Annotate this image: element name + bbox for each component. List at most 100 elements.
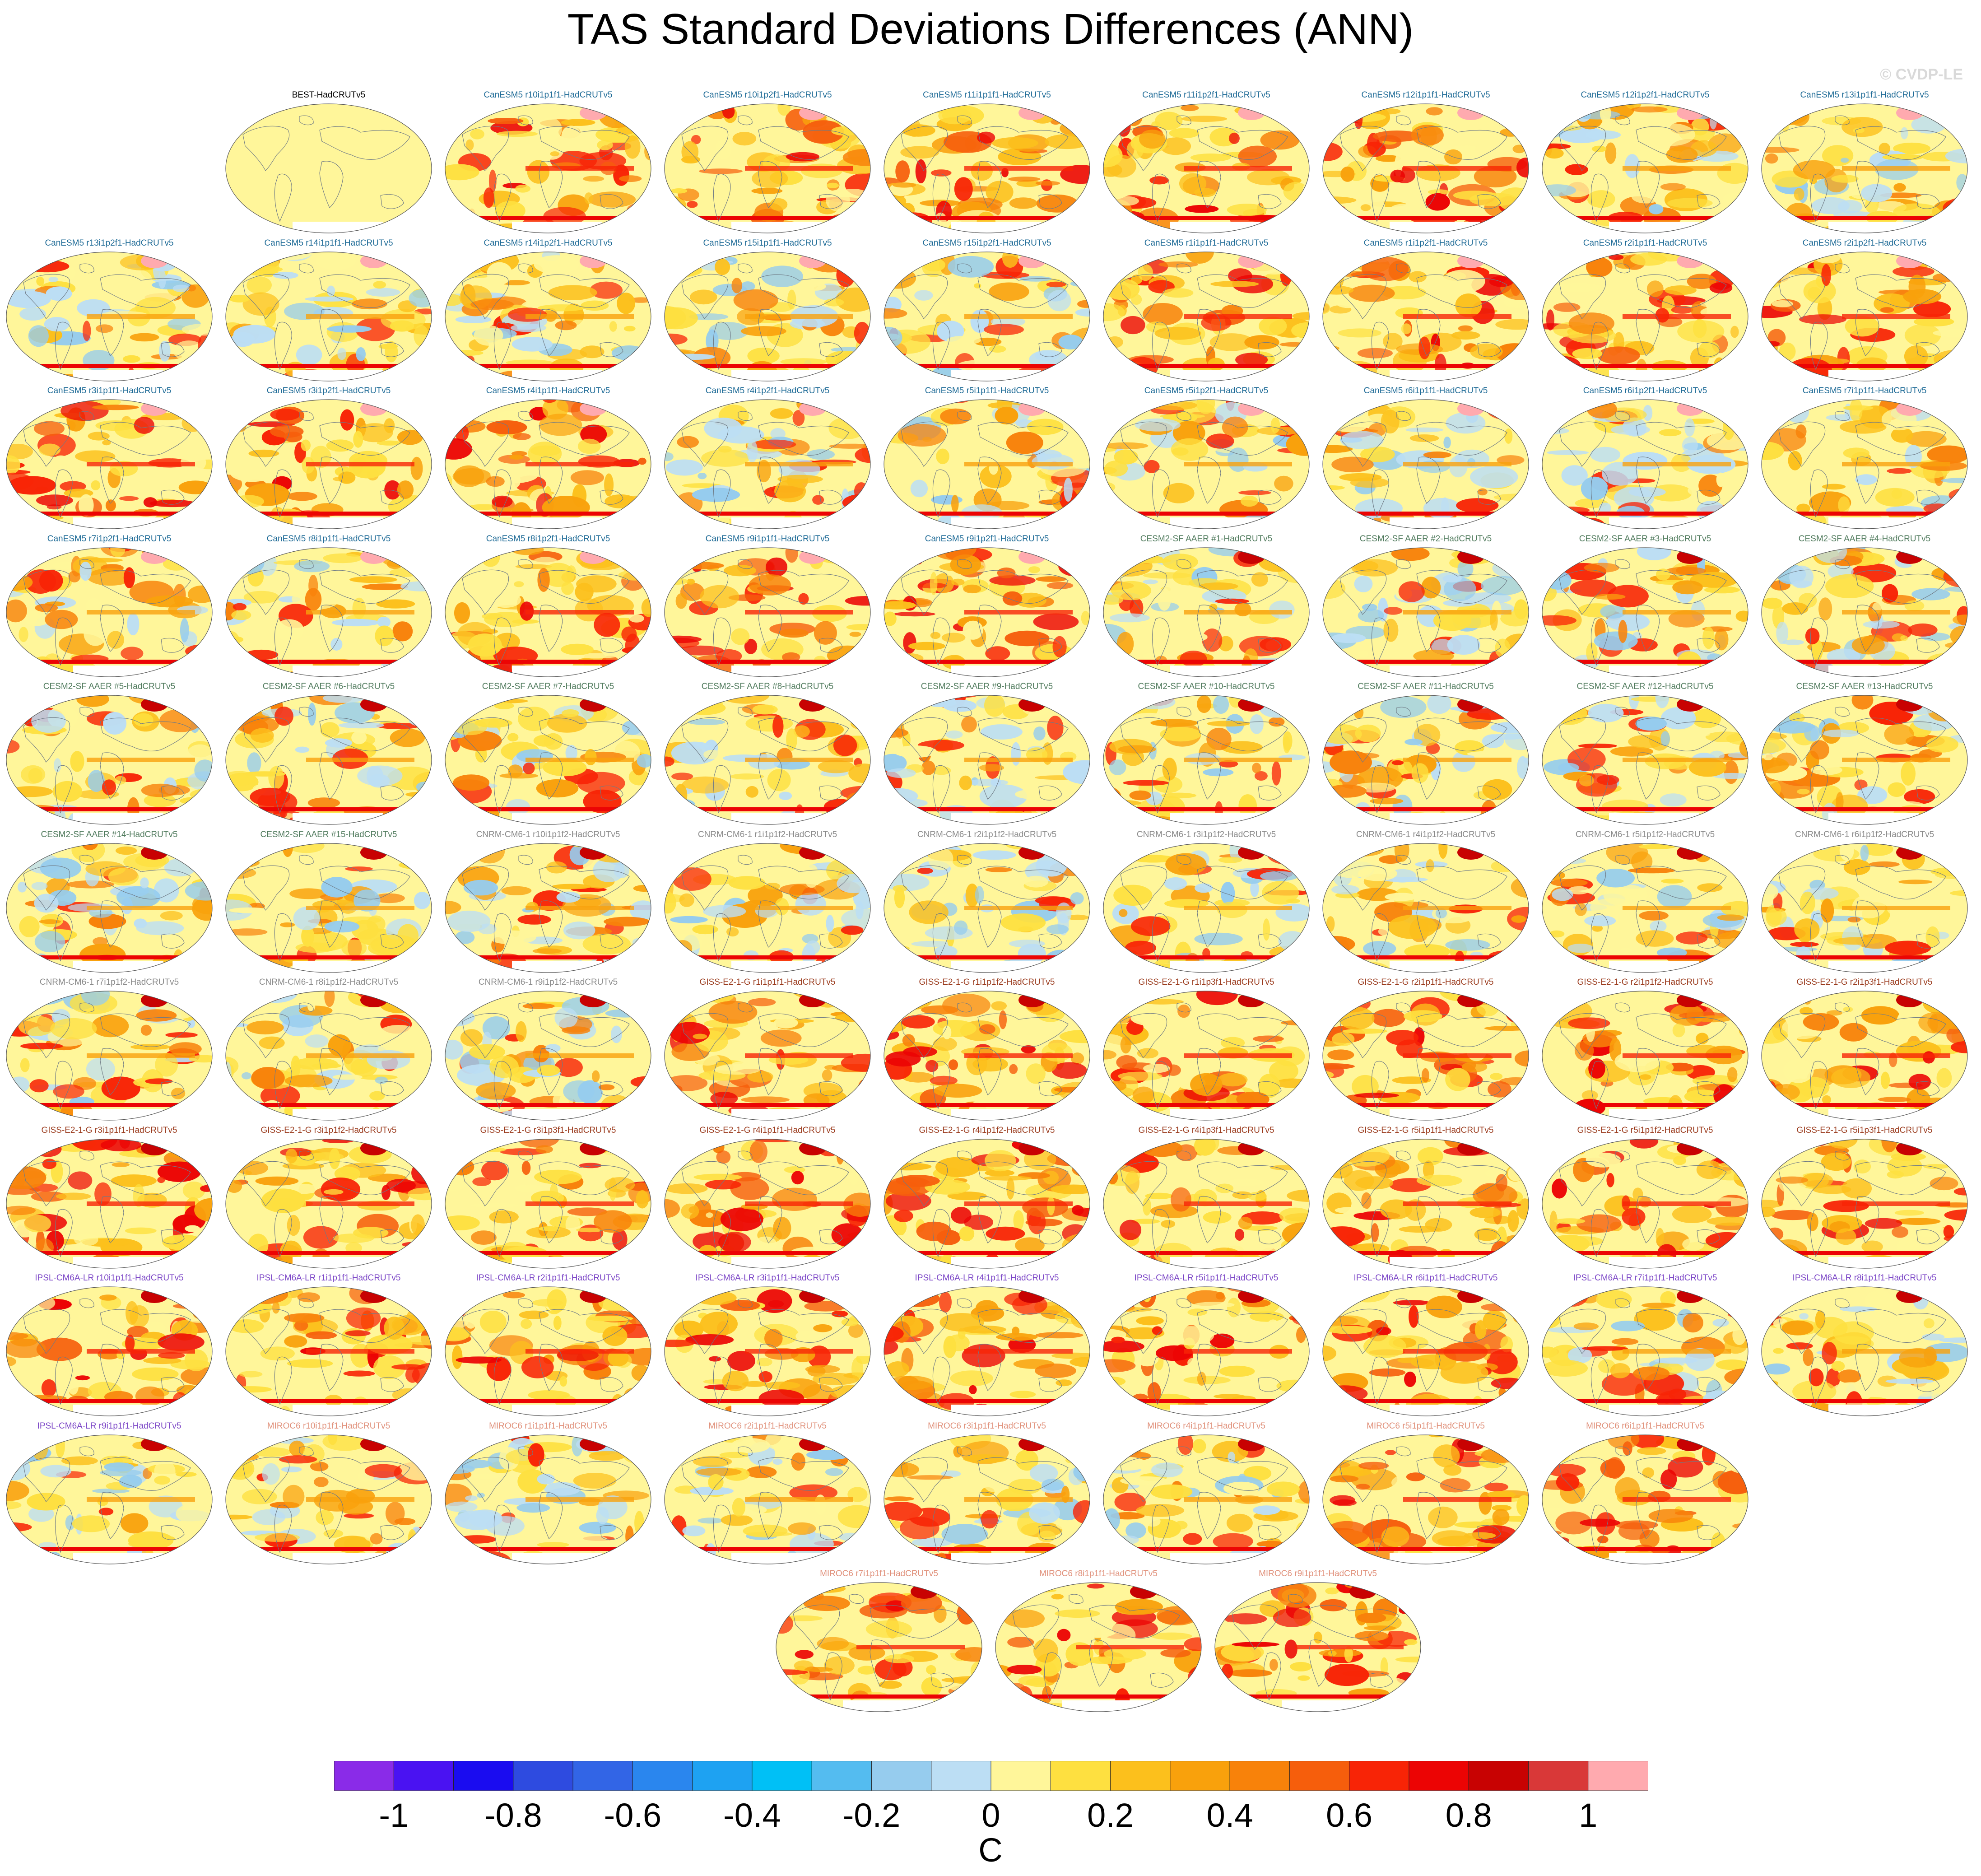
map-panel: IPSL-CM6A-LR r4i1p1f1-HadCRUTv5 — [879, 1273, 1095, 1422]
map-field — [664, 251, 871, 382]
panel-title: CESM2-SF AAER #3-HadCRUTv5 — [1579, 534, 1711, 544]
panel-title: MIROC6 r9i1p1f1-HadCRUTv5 — [1259, 1569, 1377, 1578]
map-field — [776, 1582, 982, 1712]
map-panel: CanESM5 r6i1p2f1-HadCRUTv5 — [1537, 386, 1753, 535]
map-panel: CanESM5 r9i1p1f1-HadCRUTv5 — [659, 534, 876, 683]
map-field — [225, 251, 432, 382]
panel-title: IPSL-CM6A-LR r6i1p1f1-HadCRUTv5 — [1353, 1273, 1498, 1283]
map-field — [1542, 103, 1748, 233]
colorbar-swatch — [334, 1761, 395, 1791]
map-field — [1761, 1138, 1968, 1269]
panel-title: CESM2-SF AAER #11-HadCRUTv5 — [1358, 682, 1494, 691]
map-panel: CanESM5 r13i1p1f1-HadCRUTv5 — [1756, 90, 1973, 239]
panel-title: GISS-E2-1-G r1i1p3f1-HadCRUTv5 — [1138, 978, 1274, 987]
panel-title: CanESM5 r3i1p1f1-HadCRUTv5 — [47, 386, 172, 396]
panel-title: IPSL-CM6A-LR r8i1p1f1-HadCRUTv5 — [1792, 1273, 1937, 1283]
panel-title: CanESM5 r5i1p2f1-HadCRUTv5 — [1144, 386, 1269, 396]
panel-title: IPSL-CM6A-LR r2i1p1f1-HadCRUTv5 — [476, 1273, 620, 1283]
map-panel: CanESM5 r3i1p2f1-HadCRUTv5 — [220, 386, 437, 535]
map-field — [1542, 1434, 1748, 1564]
map-panel: MIROC6 r5i1p1f1-HadCRUTv5 — [1317, 1421, 1534, 1570]
map-field — [1322, 991, 1529, 1121]
panel-title: CanESM5 r12i1p1f1-HadCRUTv5 — [1361, 90, 1490, 100]
panel-title: GISS-E2-1-G r3i1p1f1-HadCRUTv5 — [41, 1125, 177, 1135]
map-panel: CESM2-SF AAER #1-HadCRUTv5 — [1098, 534, 1315, 683]
map-field — [884, 103, 1090, 233]
map-field — [1322, 1286, 1529, 1416]
map-panel: CESM2-SF AAER #15-HadCRUTv5 — [220, 830, 437, 979]
map-panel: CanESM5 r8i1p2f1-HadCRUTv5 — [440, 534, 656, 683]
panel-title: MIROC6 r7i1p1f1-HadCRUTv5 — [820, 1569, 938, 1578]
map-panel: MIROC6 r9i1p1f1-HadCRUTv5 — [1209, 1569, 1426, 1718]
map-panel: CanESM5 r6i1p1f1-HadCRUTv5 — [1317, 386, 1534, 535]
map-panel: CNRM-CM6-1 r7i1p1f2-HadCRUTv5 — [1, 978, 218, 1127]
map-field — [445, 251, 651, 382]
colorbar-swatch — [752, 1761, 813, 1791]
map-panel: GISS-E2-1-G r4i1p1f1-HadCRUTv5 — [659, 1126, 876, 1275]
map-field — [1542, 399, 1748, 529]
colorbar-swatch — [1289, 1761, 1350, 1791]
map-field — [664, 1138, 871, 1269]
panel-title: CESM2-SF AAER #15-HadCRUTv5 — [260, 829, 397, 839]
map-panel: CNRM-CM6-1 r6i1p1f2-HadCRUTv5 — [1756, 830, 1973, 979]
colorbar-swatch — [931, 1761, 991, 1791]
map-field — [6, 1138, 213, 1269]
map-panel: GISS-E2-1-G r4i1p1f2-HadCRUTv5 — [879, 1126, 1095, 1275]
colorbar-swatch — [692, 1761, 753, 1791]
map-panel: GISS-E2-1-G r5i1p1f1-HadCRUTv5 — [1317, 1126, 1534, 1275]
panel-title: CNRM-CM6-1 r1i1p1f2-HadCRUTv5 — [698, 829, 837, 839]
map-field — [445, 1138, 651, 1269]
map-field — [1542, 1138, 1748, 1269]
panel-title: BEST-HadCRUTv5 — [292, 90, 366, 100]
map-field — [664, 1286, 871, 1416]
colorbar-swatch — [513, 1761, 574, 1791]
map-panel: GISS-E2-1-G r3i1p1f2-HadCRUTv5 — [220, 1126, 437, 1275]
panel-title: MIROC6 r6i1p1f1-HadCRUTv5 — [1586, 1421, 1704, 1431]
map-field — [1542, 547, 1748, 677]
map-panel: CESM2-SF AAER #12-HadCRUTv5 — [1537, 682, 1753, 831]
map-panel: CanESM5 r12i1p1f1-HadCRUTv5 — [1317, 90, 1534, 239]
colorbar-tick-label: 0.4 — [1206, 1797, 1253, 1834]
map-field — [6, 399, 213, 529]
panel-title: IPSL-CM6A-LR r1i1p1f1-HadCRUTv5 — [256, 1273, 401, 1283]
map-panel: GISS-E2-1-G r3i1p1f1-HadCRUTv5 — [1, 1126, 218, 1275]
map-panel: CNRM-CM6-1 r9i1p1f2-HadCRUTv5 — [440, 978, 656, 1127]
colorbar-swatch — [1110, 1761, 1171, 1791]
colorbar-swatch — [990, 1761, 1051, 1791]
panel-title: MIROC6 r3i1p1f1-HadCRUTv5 — [928, 1421, 1046, 1431]
map-field — [225, 843, 432, 973]
map-field — [1103, 1434, 1310, 1564]
map-panel: MIROC6 r8i1p1f1-HadCRUTv5 — [990, 1569, 1207, 1718]
colorbar-tick-label: 0.8 — [1445, 1797, 1492, 1834]
map-field — [1542, 991, 1748, 1121]
map-field — [1214, 1582, 1421, 1712]
panel-title: CanESM5 r13i1p1f1-HadCRUTv5 — [1800, 90, 1929, 100]
panel-title: GISS-E2-1-G r1i1p1f1-HadCRUTv5 — [699, 978, 836, 987]
map-field — [1322, 547, 1529, 677]
colorbar-swatch — [572, 1761, 633, 1791]
map-field — [664, 991, 871, 1121]
map-panel: CanESM5 r12i1p2f1-HadCRUTv5 — [1537, 90, 1753, 239]
map-field — [1322, 695, 1529, 825]
map-panel: CanESM5 r1i1p2f1-HadCRUTv5 — [1317, 238, 1534, 387]
map-panel: CanESM5 r10i1p1f1-HadCRUTv5 — [440, 90, 656, 239]
panel-title: CanESM5 r8i1p2f1-HadCRUTv5 — [486, 534, 610, 544]
panel-title: GISS-E2-1-G r4i1p1f1-HadCRUTv5 — [699, 1125, 836, 1135]
map-field — [664, 547, 871, 677]
panel-title: CanESM5 r14i1p1f1-HadCRUTv5 — [264, 238, 393, 248]
panel-title: CanESM5 r14i1p2f1-HadCRUTv5 — [484, 238, 613, 248]
colorbar-tick-label: -1 — [379, 1797, 409, 1834]
map-panel: CanESM5 r14i1p1f1-HadCRUTv5 — [220, 238, 437, 387]
map-field — [1542, 1286, 1748, 1416]
map-field — [1542, 843, 1748, 973]
panel-title: CESM2-SF AAER #14-HadCRUTv5 — [41, 829, 178, 839]
map-panel: CNRM-CM6-1 r5i1p1f2-HadCRUTv5 — [1537, 830, 1753, 979]
map-panel: IPSL-CM6A-LR r2i1p1f1-HadCRUTv5 — [440, 1273, 656, 1422]
map-field — [1103, 547, 1310, 677]
map-panel: MIROC6 r6i1p1f1-HadCRUTv5 — [1537, 1421, 1753, 1570]
watermark: © CVDP-LE — [1880, 66, 1963, 83]
map-field — [445, 695, 651, 825]
map-field — [225, 103, 432, 233]
map-field — [1761, 991, 1968, 1121]
map-field — [225, 1138, 432, 1269]
